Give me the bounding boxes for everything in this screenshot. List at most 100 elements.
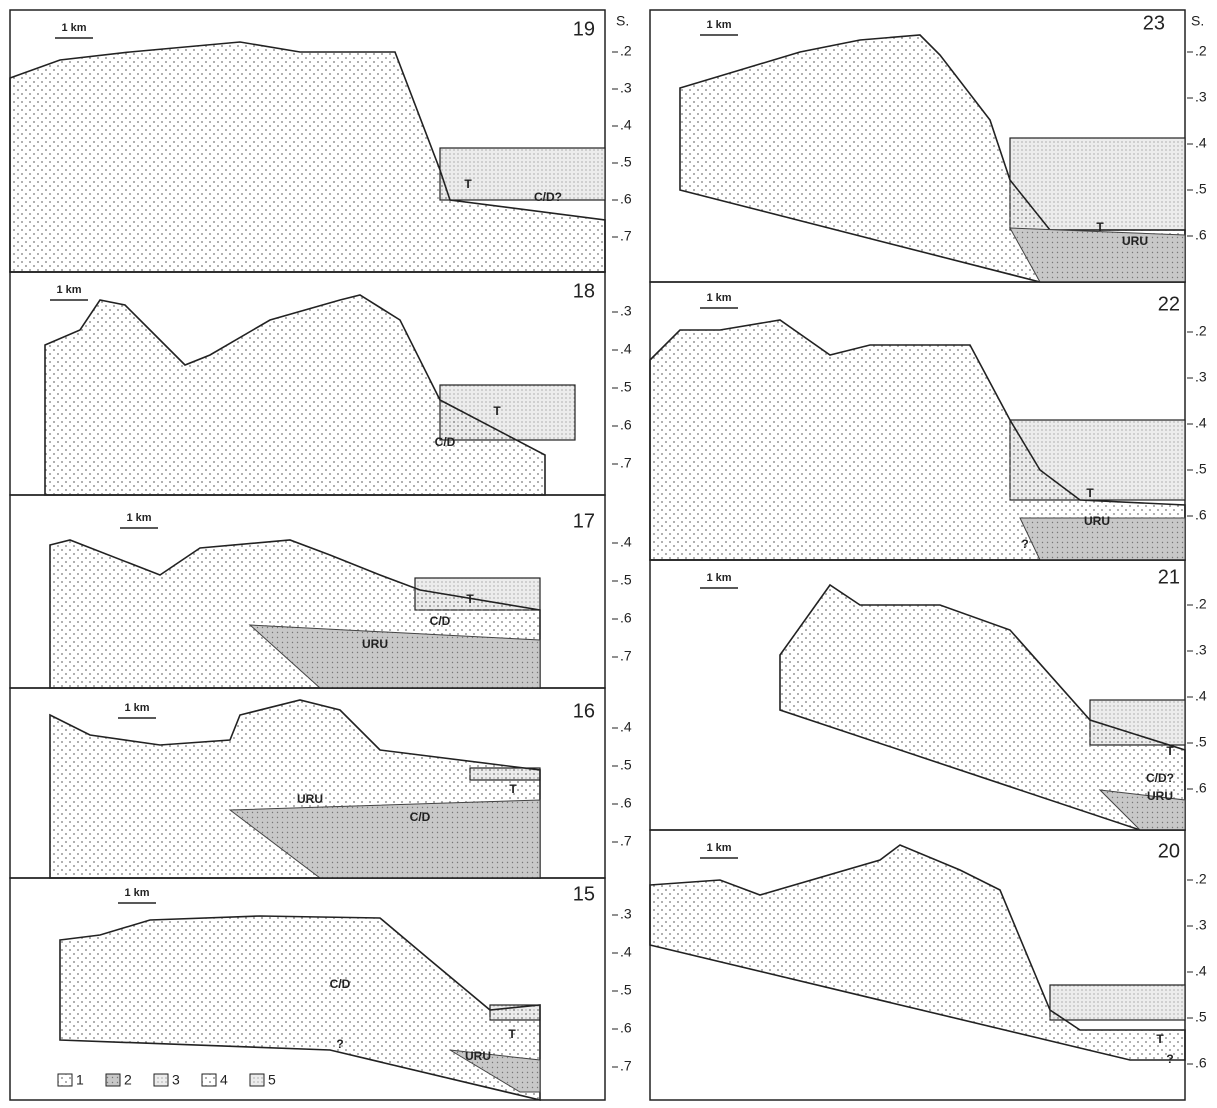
tick-label: .4 xyxy=(1195,963,1207,979)
annotation: C/D? xyxy=(1146,771,1174,785)
panel-number: 21 xyxy=(1158,566,1180,588)
tick-label: .3 xyxy=(1195,369,1207,385)
annotation: ? xyxy=(336,1037,343,1051)
figure: 19 1 km S. .2 .3 .4 .5 .6 .7 T C/D? 18 1 km .3 .4 .5 .6.… xyxy=(0,0,1217,1108)
tick-label: .5 xyxy=(1195,181,1207,197)
tick-label: .4 xyxy=(1195,135,1207,151)
tick-label: .3 xyxy=(620,303,632,319)
tick-label: .7 xyxy=(620,648,632,664)
tick-label: .3 xyxy=(1195,642,1207,658)
annotation: T xyxy=(1166,744,1174,758)
annotation: T xyxy=(1086,486,1094,500)
axis-unit: S. xyxy=(616,13,629,29)
tick-label: .6 xyxy=(620,795,632,811)
tick-label: .3 xyxy=(1195,917,1207,933)
tick-label: .5 xyxy=(1195,1009,1207,1025)
tick-label: .6 xyxy=(1195,507,1207,523)
sediment-profile xyxy=(650,845,1185,1060)
tick-label: .6 xyxy=(1195,227,1207,243)
tick-label: .4 xyxy=(620,341,632,357)
legend-label: 4 xyxy=(220,1072,228,1088)
panel-number: 22 xyxy=(1158,293,1180,315)
scale-label: 1 km xyxy=(706,19,731,31)
legend-swatch xyxy=(250,1074,264,1086)
tick-label: .7 xyxy=(620,455,632,471)
annotation: URU xyxy=(297,792,323,806)
annotation: URU xyxy=(1122,234,1148,248)
panel-number: 19 xyxy=(573,18,595,40)
annotation: C/D xyxy=(435,435,456,449)
panel-number: 16 xyxy=(573,700,595,722)
annotation: URU xyxy=(362,637,388,651)
annotation: C/D xyxy=(430,614,451,628)
annotation: T xyxy=(464,177,472,191)
water-column xyxy=(1050,985,1185,1020)
panel-number: 23 xyxy=(1143,12,1165,34)
scale-label: 1 km xyxy=(61,22,86,34)
basement-unit xyxy=(1010,228,1185,282)
tick-label: .3 xyxy=(620,80,632,96)
annotation: URU xyxy=(465,1049,491,1063)
annotation: T xyxy=(493,404,501,418)
tick-label: .2 xyxy=(1195,43,1207,59)
legend-swatch xyxy=(58,1074,72,1086)
tick-label: .2 xyxy=(1195,323,1207,339)
tick-label: .3 xyxy=(1195,89,1207,105)
tick-label: .4 xyxy=(620,944,632,960)
scale-label: 1 km xyxy=(126,512,151,524)
tick-label: .7 xyxy=(620,1058,632,1074)
panel-number: 20 xyxy=(1158,840,1180,862)
legend-label: 2 xyxy=(124,1072,132,1088)
annotation: T xyxy=(1096,220,1104,234)
annotation: T xyxy=(509,782,517,796)
tick-label: .5 xyxy=(1195,734,1207,750)
tick-label: .7 xyxy=(620,228,632,244)
tick-label: .6 xyxy=(620,417,632,433)
legend-swatch xyxy=(154,1074,168,1086)
annotation: C/D xyxy=(410,810,431,824)
scale-label: 1 km xyxy=(124,702,149,714)
scale-label: 1 km xyxy=(706,572,731,584)
annotation: URU xyxy=(1147,789,1173,803)
tick-label: .6 xyxy=(1195,780,1207,796)
annotation: T xyxy=(508,1027,516,1041)
legend-label: 3 xyxy=(172,1072,180,1088)
tick-label: .4 xyxy=(620,719,632,735)
annotation: T xyxy=(466,592,474,606)
tick-label: .5 xyxy=(1195,461,1207,477)
legend-label: 5 xyxy=(268,1072,276,1088)
annotation: C/D? xyxy=(534,190,562,204)
sediment-profile xyxy=(60,916,540,1100)
scale-label: 1 km xyxy=(706,842,731,854)
tick-label: .5 xyxy=(620,757,632,773)
scale-label: 1 km xyxy=(56,284,81,296)
tick-label: .6 xyxy=(620,610,632,626)
tick-label: .4 xyxy=(1195,415,1207,431)
scale-label: 1 km xyxy=(124,887,149,899)
axis-unit: S. xyxy=(1191,13,1204,29)
tick-label: .2 xyxy=(620,43,632,59)
tick-label: .6 xyxy=(620,1020,632,1036)
tick-label: .6 xyxy=(620,191,632,207)
tick-label: .6 xyxy=(1195,1055,1207,1071)
tick-label: .3 xyxy=(620,906,632,922)
tick-label: .2 xyxy=(1195,596,1207,612)
annotation: ? xyxy=(1166,1052,1173,1066)
panel-number: 15 xyxy=(573,883,595,905)
tick-label: .2 xyxy=(1195,871,1207,887)
annotation: URU xyxy=(1084,514,1110,528)
tick-label: .5 xyxy=(620,982,632,998)
legend-swatch xyxy=(106,1074,120,1086)
tick-label: .5 xyxy=(620,154,632,170)
tick-label: .5 xyxy=(620,379,632,395)
annotation: C/D xyxy=(330,977,351,991)
legend-swatch xyxy=(202,1074,216,1086)
scale-label: 1 km xyxy=(706,292,731,304)
water-column xyxy=(440,148,605,200)
tick-label: .5 xyxy=(620,572,632,588)
tick-label: .7 xyxy=(620,833,632,849)
panel-number: 18 xyxy=(573,280,595,302)
tick-label: .4 xyxy=(620,534,632,550)
legend-label: 1 xyxy=(76,1072,84,1088)
tick-label: .4 xyxy=(620,117,632,133)
